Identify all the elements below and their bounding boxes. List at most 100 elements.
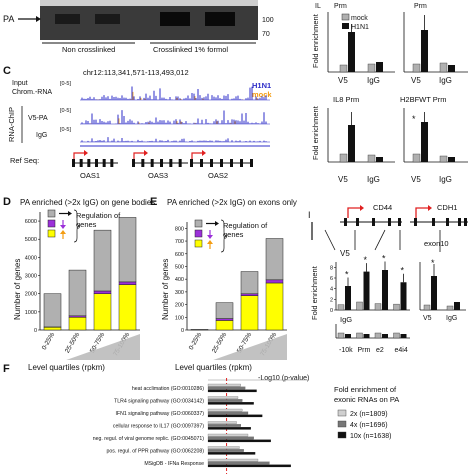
chart-subtitle: V5: [340, 249, 350, 258]
gene-exon: [132, 159, 135, 167]
gene-exon: [210, 159, 213, 167]
legend-swatch-up: [194, 239, 203, 248]
legend-swatch-down: [47, 219, 56, 228]
panel-letter-c: C: [3, 65, 11, 77]
track-scale: [0-5]: [60, 127, 71, 133]
genomic-coords: chr12:113,341,571-113,493,012: [83, 68, 189, 77]
gene-exon: [398, 218, 401, 226]
quartile-wedge: [213, 334, 287, 360]
legend-swatch-unchanged: [47, 209, 56, 218]
gene-exon: [72, 159, 75, 167]
category-label: TLR4 signaling pathway (GO:0034142): [114, 399, 204, 405]
bar: [339, 153, 348, 163]
bar: [376, 157, 383, 162]
tss-arrow: [191, 152, 202, 159]
legend-title-line: genes: [76, 220, 97, 229]
y-tick-label: 4: [330, 287, 333, 293]
panel-cd44: I CD44 CDH1 exon10 Fold enrichment V5 0 2 4 6 8 * -…: [308, 203, 468, 354]
exon-label: exon10: [424, 239, 449, 248]
pointer-line: [374, 229, 386, 251]
y-tick-label: 200: [175, 303, 184, 309]
x-tick-label: -10k: [339, 347, 353, 354]
x-tick: V5: [338, 175, 348, 184]
bar-down: [93, 290, 112, 294]
gene-exon: [169, 159, 173, 167]
gene-exon: [372, 218, 375, 226]
top-right-charts: IL Prm Prm Fold enrichment mock H1N1 V5 …: [311, 3, 468, 85]
bar-up: [93, 293, 112, 331]
blot-band: [95, 14, 120, 24]
bar-down: [215, 318, 234, 321]
chart-title: PA enriched (>2x IgG) on gene bodies: [20, 198, 155, 207]
panel-letter-e: E: [150, 196, 157, 208]
bar-h1n1: [363, 271, 370, 310]
legend-brace: [73, 209, 81, 243]
panel-d: D PA enriched (>2x IgG) on gene bodies 0…: [3, 196, 155, 372]
bar-1: [207, 399, 243, 402]
y-tick-label: 0: [330, 308, 333, 314]
bar: [412, 153, 421, 163]
bar-mock: [446, 305, 454, 311]
pa-label: PA: [3, 14, 14, 24]
legend-title-line: Regulation of: [76, 211, 121, 220]
gene-name: CD44: [373, 203, 392, 212]
legend-title-line: Fold enrichment of: [334, 385, 397, 394]
y-axis-label: Fold enrichment: [310, 265, 319, 320]
bar-1: [207, 449, 244, 452]
bar-2: [207, 414, 263, 418]
gene-exon: [95, 159, 98, 167]
bar-igg-h1n1: [363, 334, 370, 338]
bar-0: [207, 446, 240, 450]
bar-h1n1: [431, 276, 437, 310]
bar: [421, 30, 428, 72]
bar-mock: [337, 304, 345, 311]
tss-arrow: [133, 152, 144, 159]
track-label-input: Input: [12, 80, 28, 87]
bar-0: [207, 383, 241, 387]
y-tick-label: 2: [330, 297, 333, 303]
chart-f: -Log10 (p-value) heat acclimation (GO:001…: [93, 375, 399, 474]
bar: [367, 154, 376, 163]
track-scale: [0-5]: [60, 108, 71, 114]
y-tick-label: 0: [181, 328, 184, 334]
y-axis-label: Number of genes: [13, 259, 22, 320]
gene-exon: [178, 159, 182, 167]
bar-igg-h1n1: [400, 334, 407, 338]
legend-arrow-head: [60, 230, 66, 234]
x-axis-label: Level quartiles (rpkm): [175, 363, 252, 372]
panel-title: IL: [315, 3, 321, 10]
gene-exon: [230, 159, 233, 167]
significance-star: *: [364, 255, 368, 265]
legend-arrow-head: [215, 221, 219, 226]
legend-title-line: Regulation of: [223, 221, 268, 230]
bar-down: [118, 281, 137, 285]
bar-2: [207, 427, 251, 430]
bar-1: [207, 461, 270, 465]
legend-swatch-mock: [341, 13, 350, 21]
genome-tracks: C chr12:113,341,571-113,493,012 H1N1 moc…: [3, 65, 272, 180]
panel-title: Prm: [414, 3, 427, 10]
bar-h1n1: [382, 270, 388, 310]
western-blot: PA 100 70 Non crosslinked Crosslinked 1%…: [3, 0, 274, 54]
bar-2: [207, 452, 256, 455]
bar-0: [207, 421, 237, 425]
chart-title: -Log10 (p-value): [258, 375, 309, 382]
x-axis-label: Level quartiles (rpkm): [28, 363, 105, 372]
legend-arrow-head: [60, 225, 66, 229]
tss-arrow: [415, 207, 428, 218]
y-axis-label: Number of genes: [161, 259, 170, 320]
category-label: neg. regul. of viral genome replic. (GO:…: [93, 436, 205, 442]
bar-0: [207, 458, 259, 462]
chart-d: 0 1000 2000 3000 4000 5000 6000 Number of genes…: [13, 209, 140, 372]
bar-up: [215, 320, 234, 331]
x-tick: IgG: [439, 76, 452, 85]
bar-igg-h1n1: [382, 334, 388, 338]
gene-exon: [87, 159, 91, 167]
bar-unchanged: [68, 269, 87, 317]
y-tick-label: 8: [330, 265, 333, 271]
significance-star: *: [345, 269, 349, 279]
y-tick-label: 0: [34, 328, 37, 334]
bar-mock: [356, 301, 363, 311]
significance-star: *: [431, 258, 435, 268]
x-tick-label: e2: [376, 347, 384, 354]
